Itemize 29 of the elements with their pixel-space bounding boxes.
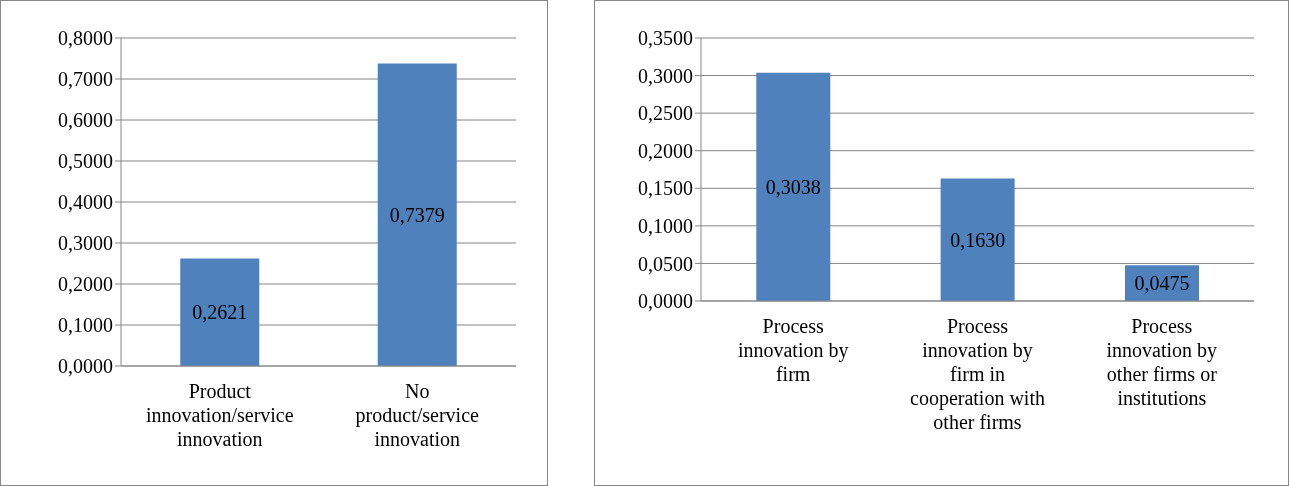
y-tick-label: 0,7000 bbox=[58, 68, 113, 91]
data-label: 0,2621 bbox=[192, 301, 248, 324]
y-tick-label: 0,1000 bbox=[58, 314, 113, 337]
y-tick-label: 0,2500 bbox=[638, 102, 693, 125]
y-tick-label: 0,0000 bbox=[638, 290, 693, 313]
y-tick-label: 0,6000 bbox=[58, 109, 113, 132]
data-label: 0,3038 bbox=[765, 175, 821, 198]
y-tick-label: 0,1500 bbox=[638, 177, 693, 200]
data-label: 0,1630 bbox=[950, 228, 1006, 251]
y-tick-label: 0,3000 bbox=[58, 232, 113, 255]
y-tick-label: 0,3000 bbox=[638, 64, 693, 87]
x-tick-label: Process innovation by firm bbox=[737, 315, 849, 385]
y-tick-label: 0,1000 bbox=[638, 214, 693, 237]
y-tick-label: 0,8000 bbox=[58, 27, 113, 50]
y-tick-label: 0,0500 bbox=[638, 252, 693, 275]
data-label: 0,7379 bbox=[389, 203, 445, 226]
y-tick-label: 0,0000 bbox=[58, 355, 113, 378]
x-tick-label: Process innovation by firm in cooperation with other firms bbox=[910, 315, 1045, 433]
y-tick-label: 0,3500 bbox=[638, 27, 693, 50]
y-tick-label: 0,2000 bbox=[638, 139, 693, 162]
y-tick-label: 0,4000 bbox=[58, 191, 113, 214]
x-tick-label: No product/service innovation bbox=[355, 380, 480, 450]
bar bbox=[756, 72, 831, 301]
y-tick-label: 0,2000 bbox=[58, 273, 113, 296]
y-tick-label: 0,5000 bbox=[58, 150, 113, 173]
data-label: 0,0475 bbox=[1134, 272, 1190, 295]
x-tick-label: Process innovation by other firms or institutions bbox=[1106, 315, 1218, 409]
x-tick-label: Product innovation/service innovation bbox=[145, 380, 294, 450]
bar bbox=[940, 178, 1015, 301]
